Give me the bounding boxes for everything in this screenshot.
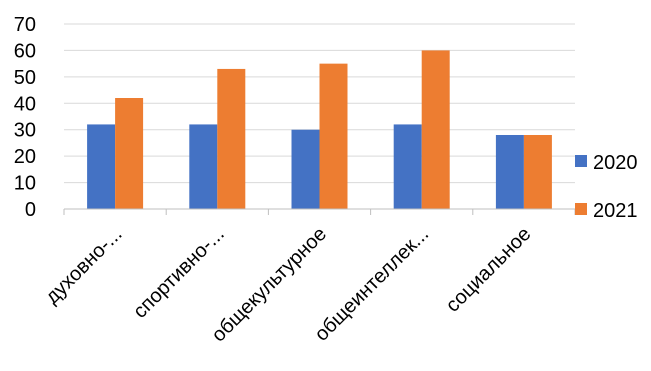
y-tick-label: 50 [14, 67, 36, 89]
bar-2020-3 [393, 124, 422, 209]
legend-label: 2020 [593, 152, 638, 174]
bar-2021-1 [217, 68, 246, 209]
category-label: спортивно-... [129, 223, 229, 323]
y-tick-label: 70 [14, 14, 36, 36]
category-label: социальное [442, 223, 536, 317]
legend-swatch-2021 [575, 203, 587, 215]
y-tick-label: 20 [14, 146, 36, 168]
bar-2020-1 [189, 124, 218, 209]
y-tick-label: 0 [25, 199, 36, 221]
bar-2021-3 [421, 50, 450, 209]
bar-2021-2 [319, 63, 348, 210]
category-labels: духовно-... спортивно-...общекультурноеоб… [41, 223, 535, 346]
y-axis-ticks: 0 10 20 30 40 50 60 70 [14, 14, 36, 221]
bar-2021-4 [523, 135, 552, 209]
y-tick-label: 60 [14, 40, 36, 62]
bar-2020-2 [291, 129, 320, 209]
y-tick-label: 40 [14, 93, 36, 115]
bars [87, 50, 552, 210]
bar-2021-0 [115, 98, 144, 209]
legend-swatch-2020 [575, 155, 587, 167]
legend: 2020 2021 [575, 152, 638, 222]
legend-label: 2021 [593, 200, 638, 222]
bar-2020-0 [87, 124, 116, 209]
category-label: духовно-... [41, 223, 126, 308]
category-label: общеинтеллек... [311, 223, 434, 346]
x-axis [63, 208, 576, 215]
bar-2020-4 [495, 135, 524, 209]
y-tick-label: 10 [14, 173, 36, 195]
y-tick-label: 30 [14, 120, 36, 142]
